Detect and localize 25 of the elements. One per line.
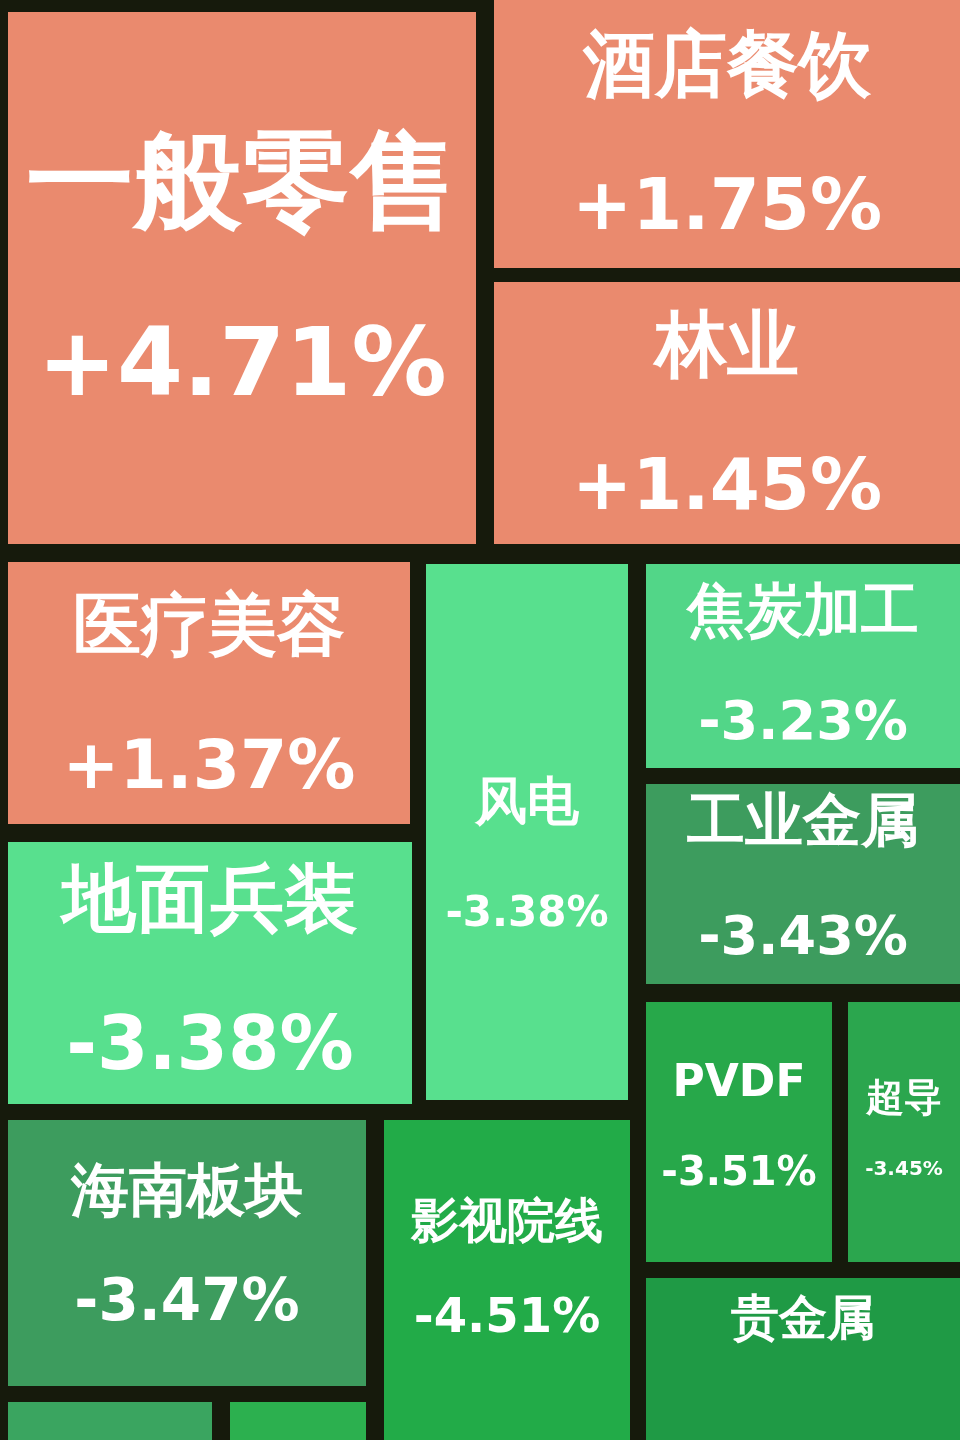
category-label: 影视院线 (410, 1192, 603, 1249)
data-label: -3.45% (865, 1156, 943, 1181)
data-label: -3.47% (74, 1266, 300, 1335)
data-label: -4.51% (413, 1287, 601, 1344)
data-label: -3.23% (698, 689, 908, 753)
data-label: +1.37% (62, 724, 356, 804)
category-label: 风电 (474, 770, 580, 831)
category-label: 焦炭加工 (685, 576, 919, 645)
data-label: -3.51% (661, 1148, 817, 1195)
category-label: 超导 (865, 1074, 942, 1119)
category-label: 一般零售 (26, 118, 458, 244)
category-label: 贵金属 (731, 1289, 875, 1346)
category-label: 海南板块 (70, 1156, 303, 1225)
category-label: 工业金属 (686, 786, 919, 855)
data-label: -3.38% (66, 1000, 354, 1087)
category-label: 医疗美容 (73, 584, 345, 664)
data-label: +1.45% (571, 441, 883, 526)
data-label: -3.43% (698, 904, 908, 968)
data-label: +1.75% (571, 161, 883, 246)
category-label: 林业 (652, 301, 799, 386)
category-label: PVDF (672, 1055, 806, 1107)
category-label: 地面兵装 (59, 855, 358, 942)
data-label: +4.71% (37, 306, 447, 417)
data-label: -3.38% (445, 886, 609, 936)
category-label: 酒店餐饮 (582, 21, 872, 106)
